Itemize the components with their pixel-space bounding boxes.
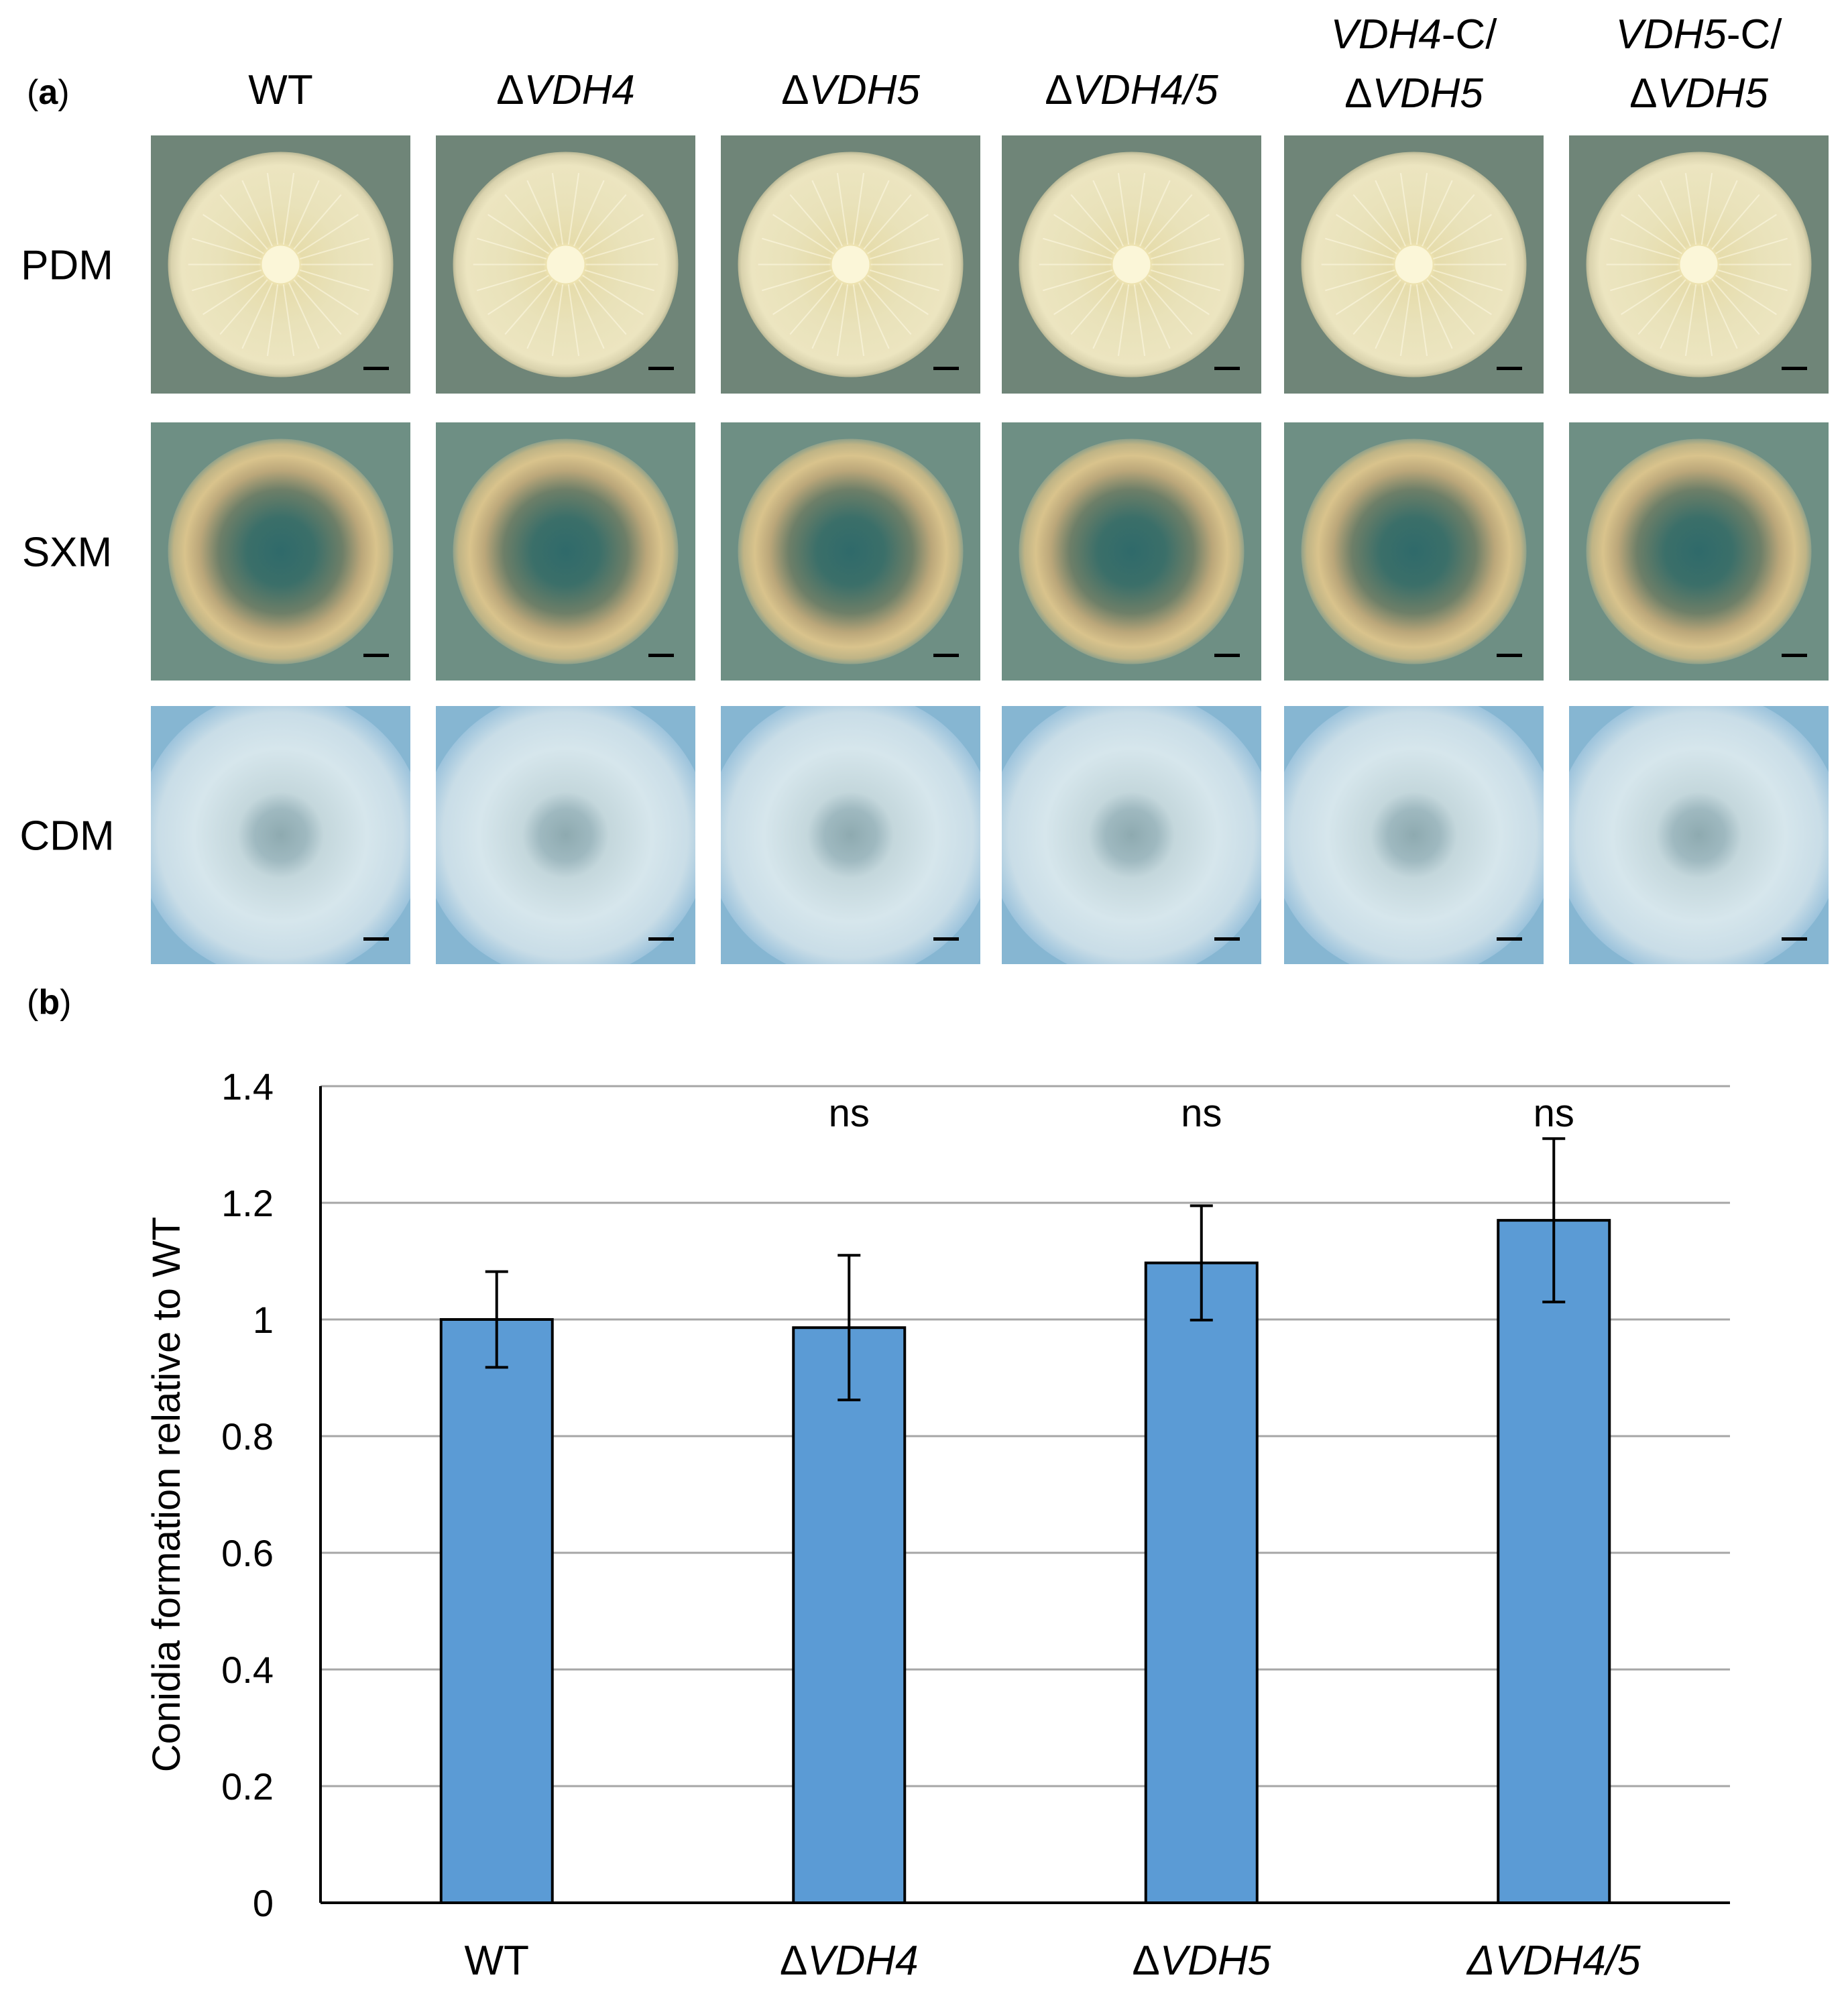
row-label: SXM	[22, 530, 112, 576]
significance-label: ns	[1181, 1092, 1222, 1135]
scale-bar	[933, 654, 959, 657]
panel-a-label: (a)	[27, 73, 70, 112]
y-tick-label: 0.6	[221, 1532, 274, 1574]
scale-bar	[1214, 367, 1240, 370]
colony-plate-image	[1284, 135, 1544, 394]
colony-plate-image	[721, 422, 980, 681]
column-header: VDH4-C/	[1330, 11, 1497, 58]
scale-bar	[1497, 367, 1522, 370]
significance-label: ns	[829, 1092, 870, 1135]
colony-plate-image	[1569, 135, 1829, 394]
colony-plate-image	[721, 706, 980, 964]
colony-plate-image	[436, 135, 695, 394]
row-label: CDM	[19, 813, 114, 860]
column-header: ΔVDH4	[496, 67, 635, 113]
bar	[439, 1318, 554, 1904]
y-tick-label: 0.2	[221, 1765, 274, 1808]
colony-plate-image	[436, 422, 695, 681]
panel-a: (a) WT ΔVDH4 ΔVDH5 ΔVDH4/5 VDH4-C/ΔVDH5 VDH5-C…	[19, 11, 1829, 964]
y-tick-label: 0.8	[221, 1415, 274, 1458]
y-tick-label: 0.4	[221, 1649, 274, 1691]
panel-b-label: (b)	[27, 983, 71, 1022]
colony-plate-image	[1002, 706, 1261, 964]
colony-plate-image	[1569, 706, 1829, 964]
column-header: ΔVDH4/5	[1045, 67, 1218, 113]
scale-bar	[933, 937, 959, 941]
colony-plate-image	[1002, 135, 1261, 394]
column-header: WT	[248, 67, 312, 113]
significance-label: ns	[1534, 1092, 1574, 1135]
column-header: VDH5-C/	[1615, 11, 1782, 58]
scale-bar	[1214, 654, 1240, 657]
scale-bar	[1782, 654, 1807, 657]
column-header: ΔVDH5	[1344, 70, 1483, 117]
colony-plate-image	[151, 135, 410, 394]
y-axis-label: Conidia formation relative to WT	[145, 1217, 188, 1772]
y-tick-label: 1.2	[221, 1182, 274, 1224]
bar	[1144, 1261, 1259, 1904]
colony-plate-image	[1284, 422, 1544, 681]
y-tick-label: 0	[253, 1882, 274, 1924]
row-label: PDM	[21, 243, 113, 289]
bar	[1497, 1219, 1611, 1904]
scale-bar	[648, 937, 674, 941]
scale-bar	[363, 937, 389, 941]
y-tick-label: 1	[253, 1299, 274, 1341]
column-header: ΔVDH5	[1629, 70, 1768, 117]
colony-plate-image	[1569, 422, 1829, 681]
colony-plate-image	[721, 135, 980, 394]
colony-plate-image	[436, 706, 695, 964]
scale-bar	[1497, 937, 1522, 941]
bar	[792, 1326, 907, 1905]
scale-bar	[1782, 367, 1807, 370]
scale-bar	[363, 367, 389, 370]
scale-bar	[648, 654, 674, 657]
scale-bar	[1214, 937, 1240, 941]
panel-b: (b) 0 0.2 0.4 0.6 0.8 1 1.2 1.4 Conidia formation…	[27, 983, 1730, 1984]
scale-bar	[648, 367, 674, 370]
scale-bar	[1497, 654, 1522, 657]
colony-plate-image	[1284, 706, 1544, 964]
colony-plate-image	[151, 422, 410, 681]
scale-bar	[1782, 937, 1807, 941]
x-tick-label: WT	[465, 1938, 529, 1984]
column-header: ΔVDH5	[781, 67, 920, 113]
y-tick-label: 1.4	[221, 1065, 274, 1108]
colony-plate-image	[151, 706, 410, 964]
x-tick-label: ΔVDH4/5	[1466, 1938, 1641, 1984]
scale-bar	[933, 367, 959, 370]
scale-bar	[363, 654, 389, 657]
colony-plate-image	[1002, 422, 1261, 681]
x-tick-label: ΔVDH4	[780, 1938, 919, 1984]
x-tick-label: ΔVDH5	[1132, 1938, 1271, 1984]
